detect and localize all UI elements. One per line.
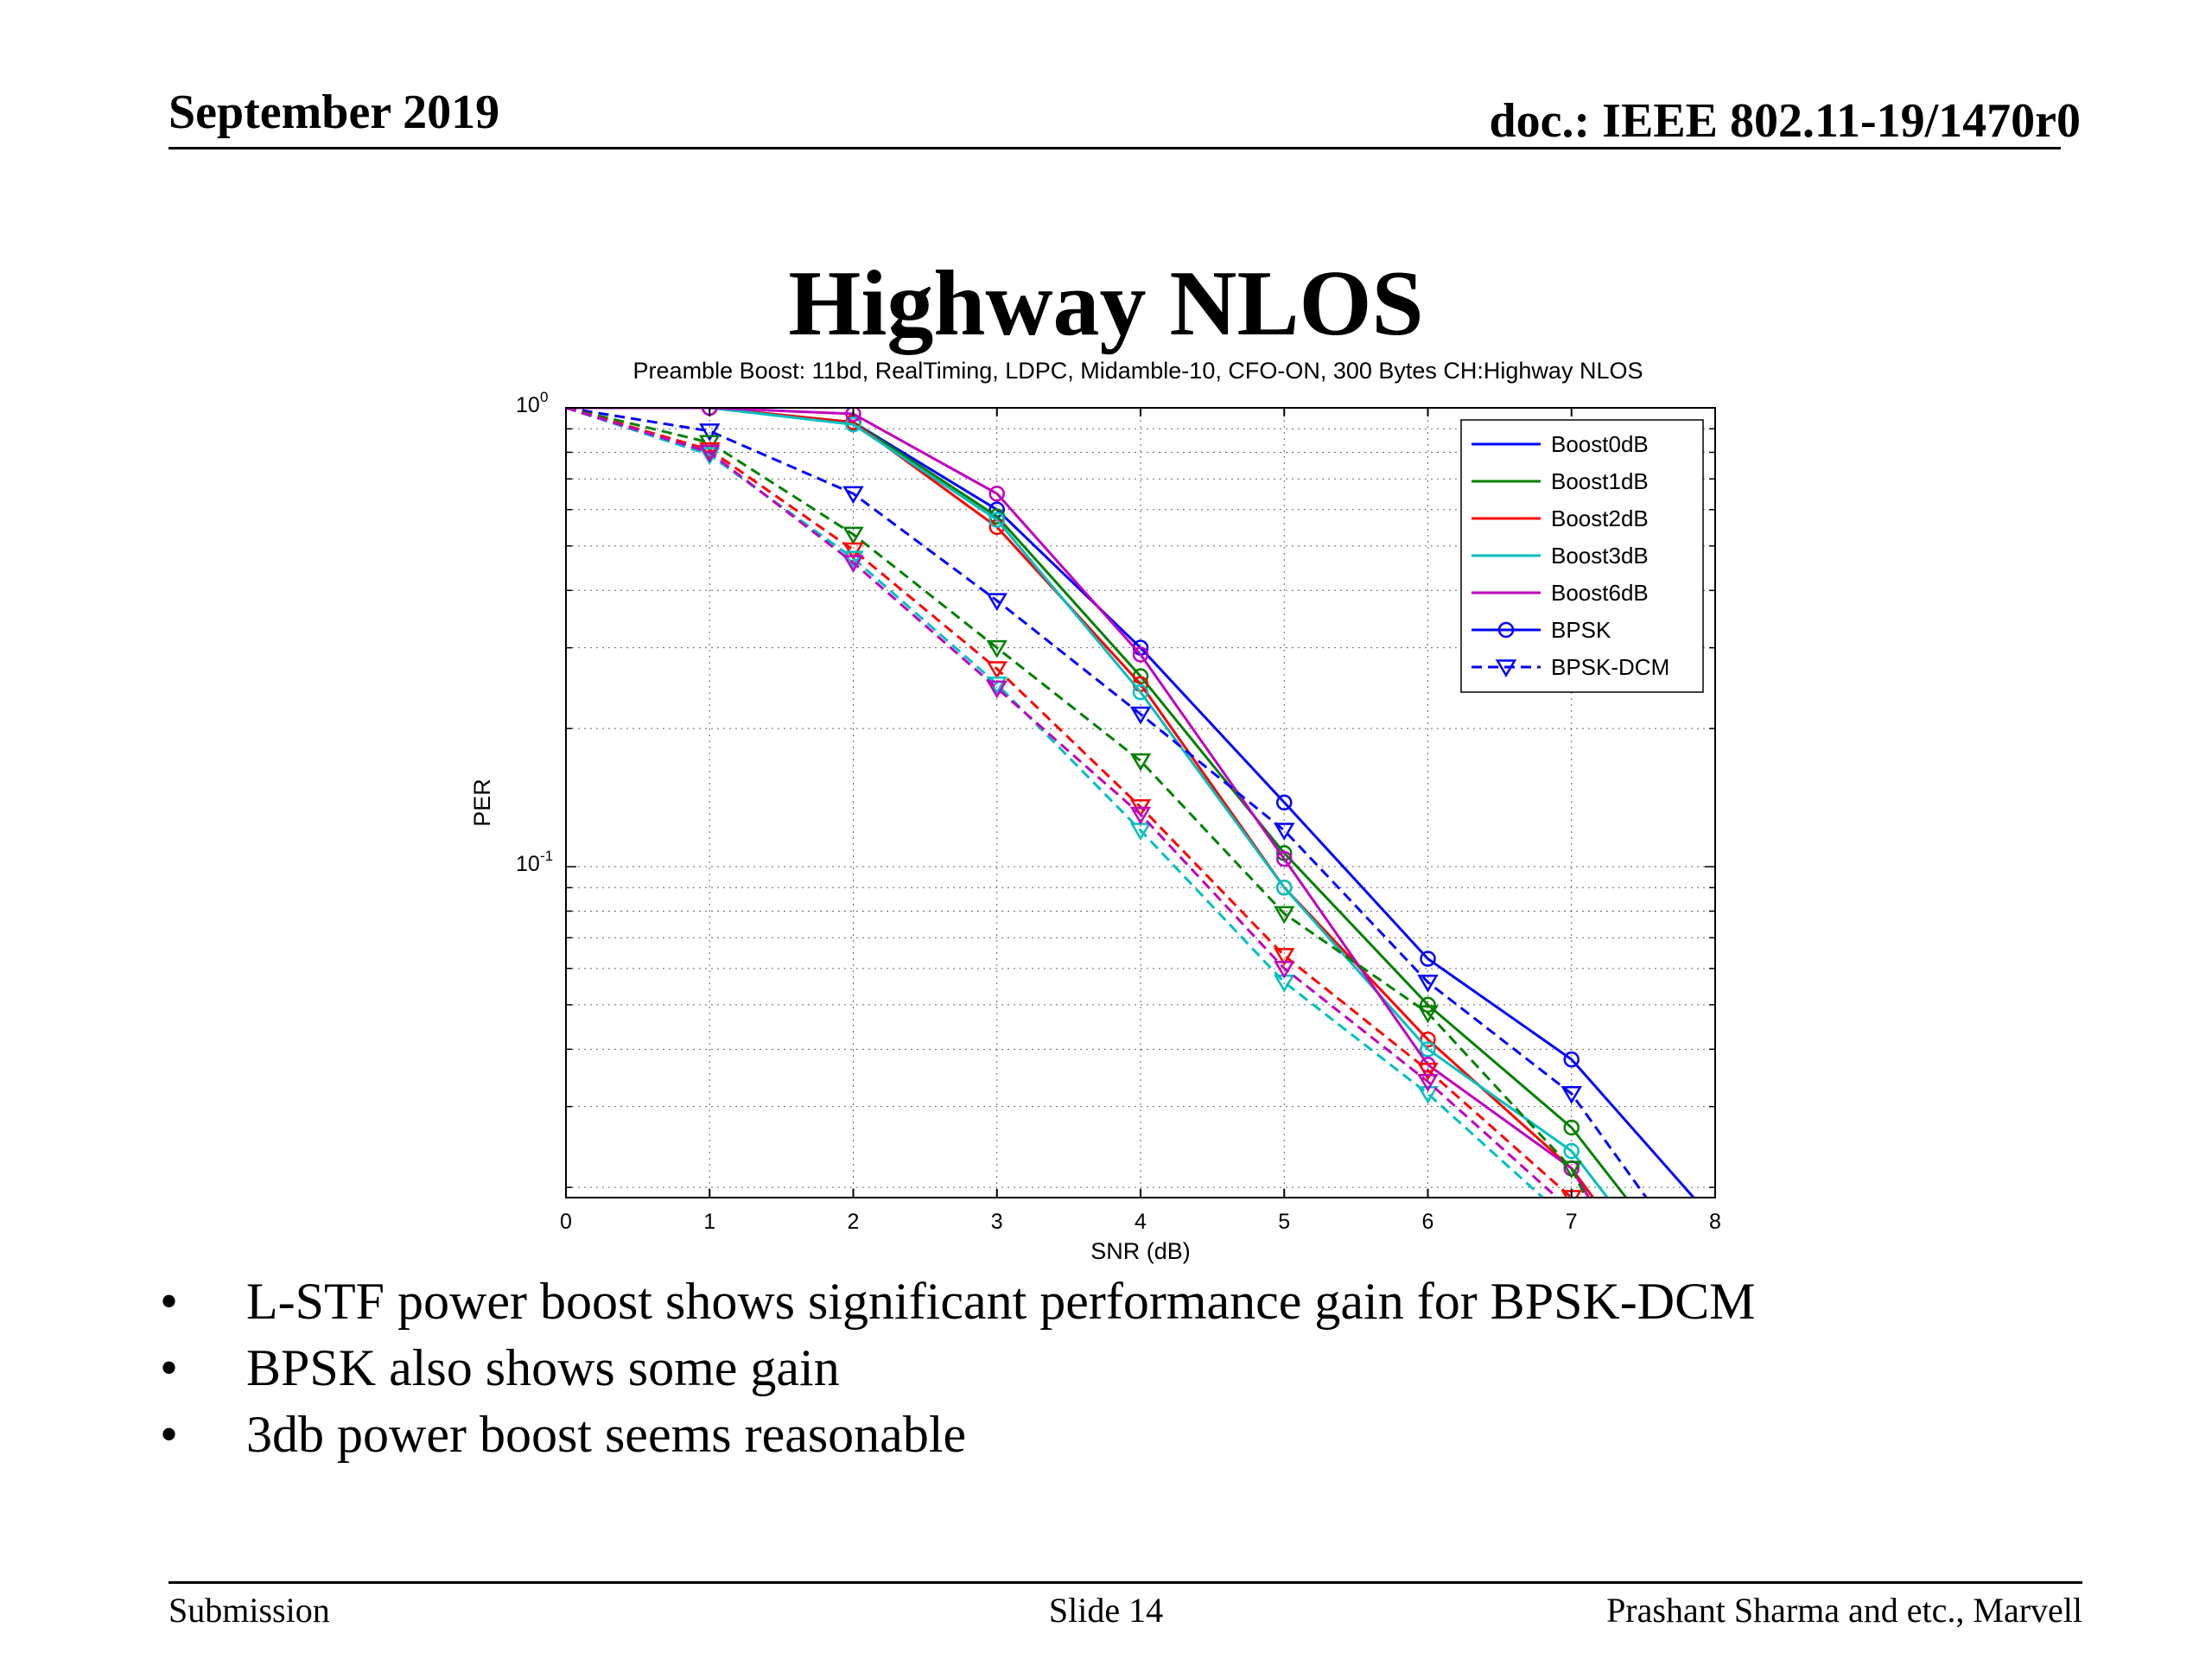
footer-rule <box>168 1581 2082 1584</box>
data-point-triangle <box>1129 753 1152 772</box>
data-point-triangle <box>1274 948 1295 966</box>
x-tick-label: 5 <box>1278 1210 1290 1234</box>
data-point-triangle <box>1274 906 1295 925</box>
bullet-marker: • <box>160 1406 179 1463</box>
bullet-item: • L-STF power boost shows significant per… <box>160 1268 1755 1335</box>
bullet-item: • 3db power boost seems reasonable <box>160 1402 1755 1468</box>
header-date: September 2019 <box>168 86 500 139</box>
y-axis-label: PER <box>469 779 495 827</box>
data-point-triangle <box>842 550 864 569</box>
footer-slide-number: Slide 14 <box>1048 1591 1164 1630</box>
legend: Boost0dB Boost1dB Boost2dB Boost3dB Boost6dB… <box>1460 419 1704 693</box>
bullet-item: • BPSK also shows some gain <box>160 1335 1755 1402</box>
legend-label: Boost6dB <box>1551 580 1649 606</box>
x-axis-label: SNR (dB) <box>1090 1238 1191 1264</box>
data-point-triangle <box>699 423 721 442</box>
data-point-circle <box>1497 621 1515 639</box>
data-point-circle <box>1563 1119 1580 1136</box>
data-point-triangle <box>1560 1086 1582 1104</box>
data-point-circle <box>1420 1041 1436 1058</box>
data-point-triangle <box>1274 823 1295 841</box>
data-point-circle <box>1276 850 1293 868</box>
series-line <box>566 408 1609 1198</box>
legend-label: Boost3dB <box>1551 543 1649 569</box>
data-point-circle <box>1132 683 1149 701</box>
data-point-circle <box>988 512 1005 528</box>
data-point-triangle <box>1417 974 1439 993</box>
data-point-triangle <box>986 639 1007 658</box>
x-tick-label: 2 <box>848 1210 860 1234</box>
series-line <box>566 408 1648 1198</box>
legend-label: Boost1dB <box>1551 468 1649 494</box>
data-point-circle <box>1276 794 1293 810</box>
slide-title: Highway NLOS <box>788 252 1424 355</box>
x-tick-label: 0 <box>560 1210 572 1234</box>
data-point-circle <box>1563 1051 1580 1068</box>
header-doc-id: doc.: IEEE 802.11-19/1470r0 <box>1489 94 2081 148</box>
x-tick-label: 1 <box>703 1210 715 1234</box>
data-point-triangle <box>1274 961 1295 979</box>
data-point-triangle <box>1495 659 1517 677</box>
header-rule <box>168 147 2061 149</box>
y-tick-label: 10 <box>516 852 540 876</box>
data-point-triangle <box>1417 1062 1439 1081</box>
series-line <box>566 408 1590 1198</box>
bullet-text: L-STF power boost shows significant perf… <box>246 1273 1756 1330</box>
y-tick-label-exponent: 0 <box>540 389 548 405</box>
data-point-circle <box>988 486 1005 502</box>
legend-label: Boost2dB <box>1551 505 1649 531</box>
y-tick-label: 10 <box>516 393 540 417</box>
data-point-triangle <box>1129 806 1152 825</box>
data-point-triangle <box>1129 706 1152 725</box>
legend-label: BPSK-DCM <box>1551 654 1669 680</box>
data-point-triangle <box>1417 1086 1439 1104</box>
series-line <box>566 408 1559 1198</box>
footer-author: Prashant Sharma and etc., Marvell <box>1606 1591 2082 1630</box>
data-point-triangle <box>842 486 864 505</box>
data-point-triangle <box>842 555 864 574</box>
bullet-text: BPSK also shows some gain <box>246 1339 840 1396</box>
data-point-circle <box>1563 1142 1580 1160</box>
chart-title: Preamble Boost: 11bd, RealTiming, LDPC, … <box>633 358 1643 384</box>
data-point-triangle <box>986 661 1007 679</box>
x-tick-label: 4 <box>1135 1210 1147 1234</box>
data-point-triangle <box>699 444 721 463</box>
footer-submission: Submission <box>168 1591 330 1630</box>
data-point-triangle <box>1560 1160 1582 1179</box>
data-point-circle <box>1420 950 1436 967</box>
data-point-circle <box>1276 880 1293 896</box>
data-point-triangle <box>986 593 1007 612</box>
legend-label: BPSK <box>1551 617 1611 643</box>
x-tick-label: 7 <box>1566 1210 1578 1234</box>
x-tick-label: 6 <box>1422 1210 1434 1234</box>
data-point-triangle <box>1417 1005 1439 1024</box>
bullet-text: 3db power boost seems reasonable <box>246 1406 967 1463</box>
series <box>566 408 1559 1198</box>
legend-label: Boost0dB <box>1551 431 1649 457</box>
data-point-triangle <box>699 442 721 461</box>
x-tick-label: 8 <box>1709 1210 1721 1234</box>
bullet-list: • L-STF power boost shows significant per… <box>160 1268 1755 1468</box>
bullet-marker: • <box>160 1273 179 1330</box>
data-point-circle <box>845 416 861 433</box>
series-line <box>566 408 1573 1198</box>
y-tick-label-exponent: -1 <box>540 848 553 864</box>
series <box>566 408 1648 1198</box>
data-point-triangle <box>986 680 1007 699</box>
data-point-triangle <box>1417 1074 1439 1092</box>
x-tick-label: 3 <box>991 1210 1003 1234</box>
data-point-circle <box>845 408 861 423</box>
bullet-marker: • <box>160 1339 179 1396</box>
data-point-triangle <box>842 526 864 545</box>
series-line <box>566 408 1587 1198</box>
data-point-circle <box>1132 646 1149 663</box>
